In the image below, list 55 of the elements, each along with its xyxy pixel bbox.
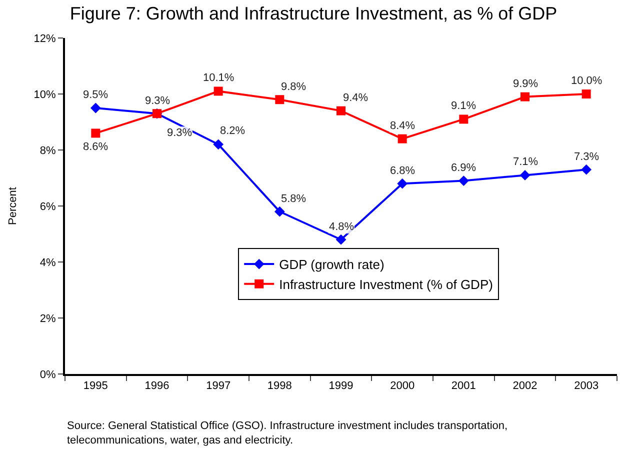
- data-label: 10.1%: [203, 72, 234, 84]
- point: [336, 234, 346, 245]
- x-tick-label: 2000: [390, 380, 415, 392]
- source-note: Source: General Statistical Office (GSO). Infrastructure investment includes transportation, telecommunications, water, gas and electricity.: [67, 420, 508, 446]
- point: [458, 176, 469, 186]
- data-label: 9.1%: [451, 100, 476, 112]
- point: [397, 178, 408, 189]
- data-label: 9.5%: [83, 89, 108, 101]
- data-label: 9.3%: [167, 127, 192, 139]
- point: [398, 134, 407, 144]
- point: [520, 92, 530, 102]
- point: [90, 102, 101, 114]
- point: [581, 164, 592, 175]
- point: [336, 106, 346, 116]
- y-axis-title: Percent: [6, 187, 19, 225]
- point: [214, 86, 223, 96]
- x-tick-label: 2002: [512, 380, 538, 392]
- point: [459, 114, 468, 124]
- data-label: 7.1%: [513, 156, 538, 168]
- data-label: 6.8%: [390, 165, 416, 177]
- point: [213, 139, 224, 150]
- y-tick-label: 4%: [40, 256, 56, 269]
- x-tick-label: 1998: [267, 380, 292, 392]
- data-label: 9.8%: [281, 81, 306, 93]
- data-label: 9.3%: [145, 95, 170, 107]
- point: [274, 206, 285, 217]
- point: [520, 170, 530, 180]
- y-tick-label: 10%: [34, 88, 56, 101]
- x-tick-label: 2003: [574, 380, 599, 392]
- data-label: 10.0%: [571, 75, 602, 87]
- y-tick-label: 8%: [40, 144, 56, 157]
- point: [275, 95, 284, 104]
- data-label: 7.3%: [574, 151, 600, 163]
- point: [91, 128, 100, 138]
- y-tick-label: 2%: [40, 312, 56, 325]
- legend-label: Infrastructure Investment (% of GDP): [279, 277, 493, 292]
- x-tick-label: 1996: [144, 380, 170, 392]
- x-tick-label: 1999: [328, 380, 354, 392]
- data-label: 4.8%: [329, 221, 354, 233]
- data-label: 9.9%: [513, 78, 538, 90]
- data-label: 8.4%: [390, 120, 416, 132]
- data-label: 5.8%: [281, 193, 306, 205]
- y-tick-label: 6%: [40, 200, 56, 213]
- x-tick-label: 1997: [206, 380, 231, 392]
- data-label: 8.6%: [83, 141, 108, 153]
- y-tick-label: 12%: [34, 32, 56, 45]
- data-label: 8.2%: [220, 125, 246, 137]
- legend-label: GDP (growth rate): [279, 257, 384, 272]
- data-label: 6.9%: [451, 162, 476, 174]
- chart-title: Figure 7: Growth and Infrastructure Investment, as % of GDP: [70, 3, 558, 24]
- data-label: 9.4%: [343, 92, 368, 104]
- x-tick-label: 1995: [83, 380, 108, 392]
- y-tick-label: 0%: [40, 368, 56, 381]
- x-tick-label: 2001: [451, 380, 476, 392]
- point: [582, 90, 591, 98]
